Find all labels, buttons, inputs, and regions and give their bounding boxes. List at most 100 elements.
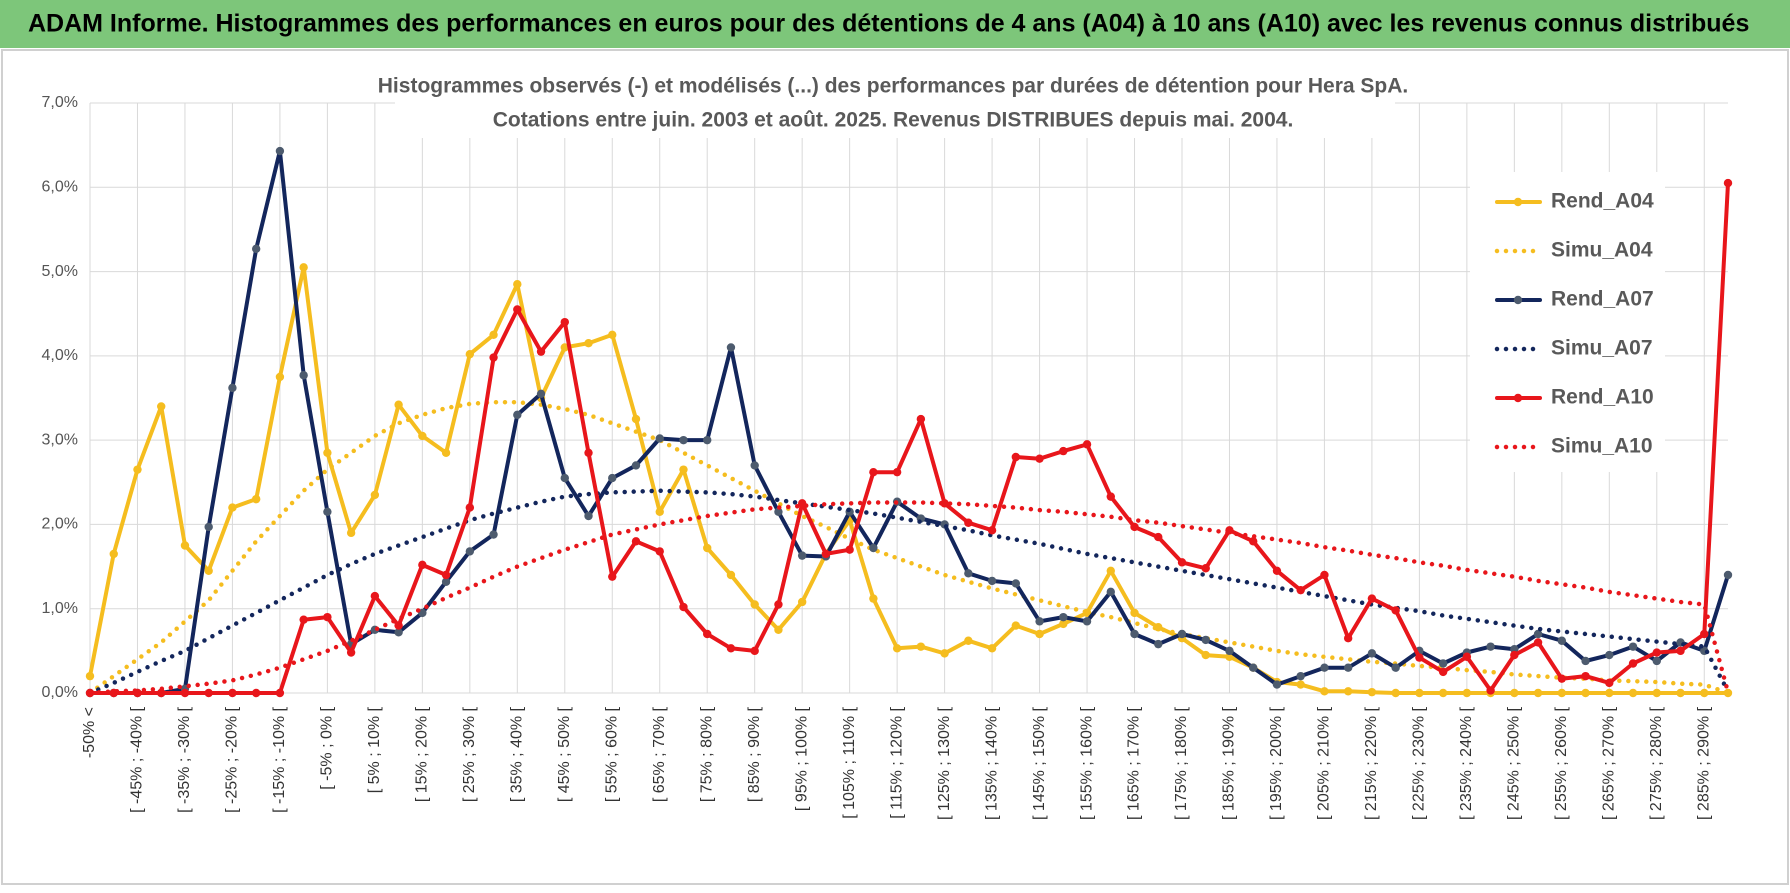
data-point — [987, 526, 997, 535]
data-point — [679, 435, 688, 445]
data-point — [1059, 612, 1068, 622]
data-point — [1343, 634, 1353, 643]
y-tick-label: 0,0% — [42, 684, 78, 701]
data-point — [1510, 688, 1519, 698]
data-point — [1628, 659, 1638, 668]
data-point — [1581, 688, 1590, 698]
data-point — [1059, 619, 1068, 629]
data-point — [964, 518, 973, 527]
data-point — [1059, 446, 1068, 456]
data-point — [869, 467, 878, 477]
data-point — [513, 280, 522, 289]
x-tick-label: [ 235% ; 240% [ — [1458, 706, 1475, 820]
data-point — [1438, 667, 1448, 677]
data-point — [797, 597, 807, 607]
data-point — [1011, 621, 1021, 630]
data-point — [1628, 642, 1638, 651]
data-point — [1201, 650, 1210, 660]
header-title: ADAM Informe. Histogrammes des performan… — [28, 10, 1749, 38]
data-point — [1272, 566, 1282, 575]
legend-box — [1470, 172, 1665, 472]
data-point — [1177, 558, 1187, 567]
data-point — [1415, 688, 1424, 698]
data-point — [1106, 566, 1115, 575]
data-point — [1510, 644, 1519, 654]
data-point — [1486, 642, 1495, 651]
data-point — [228, 383, 237, 393]
x-tick-label: [ 165% ; 170% [ — [1126, 706, 1143, 820]
data-point — [275, 688, 285, 698]
data-point — [441, 577, 451, 586]
data-point — [418, 560, 427, 570]
data-point — [1652, 648, 1661, 657]
data-point — [157, 402, 166, 411]
data-point — [323, 507, 332, 516]
data-point — [1676, 688, 1685, 698]
data-point — [489, 530, 498, 539]
data-point — [1391, 688, 1400, 698]
x-tick-label: [ 45% ; 50% [ — [556, 706, 573, 802]
y-tick-label: 6,0% — [42, 179, 78, 196]
data-point — [204, 688, 213, 698]
data-point — [1249, 663, 1258, 672]
data-point — [1676, 646, 1685, 656]
data-point — [204, 566, 213, 575]
data-point — [750, 461, 759, 470]
data-point — [394, 628, 403, 637]
data-point — [1533, 638, 1543, 647]
data-point — [346, 528, 356, 538]
title-backdrop — [395, 72, 1395, 138]
data-point — [228, 503, 237, 512]
data-point — [774, 600, 783, 609]
data-point — [679, 465, 688, 474]
x-tick-label: [ 175% ; 180% [ — [1173, 706, 1190, 820]
data-point — [892, 467, 902, 477]
data-point — [1652, 688, 1661, 698]
data-point — [845, 545, 854, 554]
data-point — [1035, 454, 1044, 463]
data-point — [916, 414, 926, 424]
data-point — [1249, 537, 1258, 546]
data-point — [513, 305, 522, 314]
data-point — [394, 400, 403, 409]
data-point — [1367, 687, 1377, 697]
x-tick-label: [ 15% ; 20% [ — [414, 706, 431, 802]
data-point — [608, 572, 617, 581]
data-point — [1605, 678, 1614, 688]
x-tick-label: [ 255% ; 260% [ — [1553, 706, 1570, 820]
y-tick-label: 7,0% — [42, 94, 78, 111]
data-point — [85, 671, 95, 681]
data-point — [1628, 688, 1638, 698]
data-point — [940, 499, 949, 508]
legend-marker — [1513, 295, 1523, 305]
data-point — [1367, 594, 1377, 603]
x-tick-label: [ 75% ; 80% [ — [698, 706, 715, 802]
x-tick-label: [ -45% ; -40% [ — [129, 706, 146, 812]
data-point — [631, 461, 641, 470]
data-point — [1438, 688, 1448, 698]
data-point — [964, 636, 973, 645]
data-point — [560, 317, 569, 327]
data-point — [299, 263, 308, 272]
data-point — [1605, 650, 1614, 660]
data-point — [1106, 492, 1115, 501]
data-point — [1533, 629, 1543, 639]
data-point — [1557, 636, 1567, 645]
chart-subtitle: Cotations entre juin. 2003 et août. 2025… — [493, 109, 1294, 132]
data-point — [584, 339, 593, 348]
data-point — [465, 349, 475, 359]
legend-marker — [1513, 393, 1523, 403]
data-point — [1106, 587, 1115, 597]
data-point — [631, 537, 641, 546]
data-point — [703, 543, 712, 553]
data-point — [1367, 649, 1377, 658]
data-point — [489, 330, 498, 339]
data-point — [1201, 635, 1210, 645]
data-point — [1723, 178, 1733, 188]
data-point — [1035, 617, 1044, 626]
x-tick-label: [ 65% ; 70% [ — [651, 706, 668, 802]
data-point — [892, 644, 902, 653]
series-line — [88, 181, 1730, 695]
data-point — [1296, 680, 1305, 689]
legend-label: Rend_A04 — [1551, 190, 1654, 213]
